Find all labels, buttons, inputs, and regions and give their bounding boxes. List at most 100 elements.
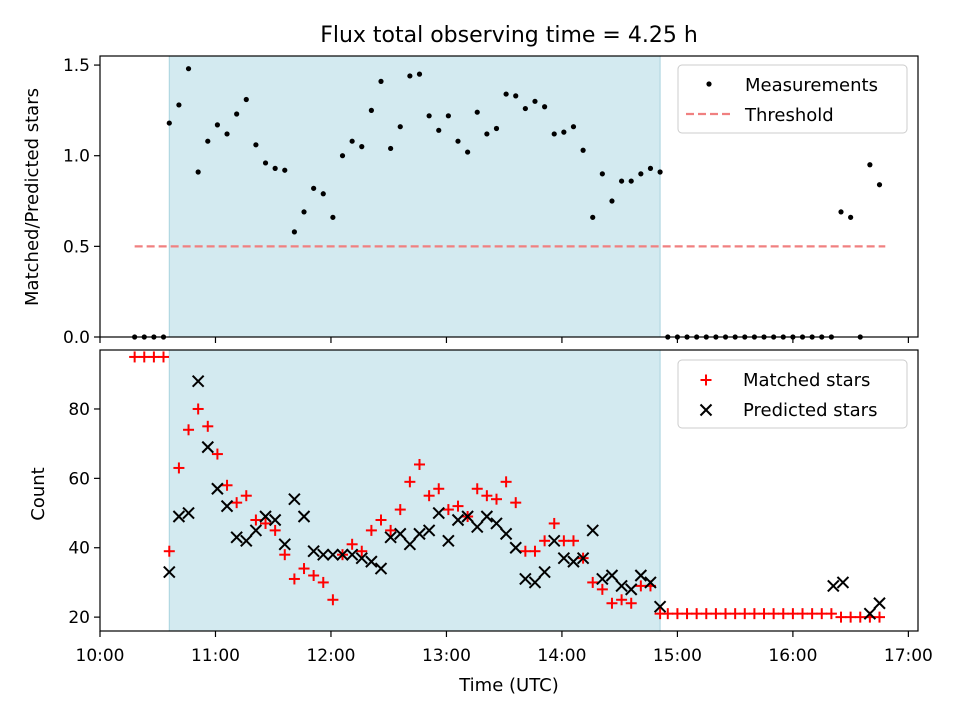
- x-tick-label: 10:00: [76, 646, 125, 666]
- measurement-point: [388, 145, 394, 152]
- measurement-point: [838, 209, 844, 215]
- predicted-star-point: [615, 579, 628, 593]
- matched-star-point: [529, 545, 541, 557]
- predicted-star-point: [827, 579, 840, 593]
- matched-star-point: [662, 608, 674, 620]
- top-legend: Measurements Threshold: [677, 64, 908, 134]
- top-plot-frame: [99, 55, 919, 338]
- matched-star-point: [471, 483, 483, 495]
- matched-star-point: [404, 476, 416, 488]
- matched-star-point: [567, 535, 579, 547]
- measurement-point: [638, 171, 644, 177]
- matched-star-point: [414, 458, 426, 470]
- predicted-star-point: [538, 565, 551, 579]
- predicted-star-point: [442, 534, 455, 548]
- matched-star-point: [729, 608, 741, 620]
- matched-star-point: [720, 608, 732, 620]
- bottom-y-tick-label: 20: [68, 608, 90, 628]
- predicted-star-point: [586, 524, 599, 537]
- matched-star-point: [423, 490, 435, 502]
- measurement-point: [359, 144, 365, 150]
- measurement-point: [301, 209, 307, 215]
- legend-matched-marker: [700, 374, 712, 386]
- measurement-point: [876, 182, 883, 188]
- measurement-point: [657, 169, 663, 175]
- matched-star-point: [671, 608, 683, 620]
- legend-matched-plus: [700, 374, 712, 386]
- legend-predicted-marker: [699, 403, 713, 417]
- predicted-star-point: [374, 562, 388, 575]
- predicted-star-point: [288, 492, 301, 506]
- measurement-point: [349, 138, 355, 144]
- predicted-star-point: [403, 538, 417, 551]
- predicted-star-point: [548, 534, 561, 548]
- measurement-point: [272, 165, 278, 171]
- predicted-star-point: [172, 510, 186, 523]
- measurement-point: [253, 142, 259, 148]
- legend-matched-label: Matched stars: [743, 370, 870, 391]
- predicted-star-point: [432, 506, 445, 520]
- measurement-point: [291, 229, 297, 235]
- top-panel: 0.0 0.5 1.0 1.5 Matched/Predicted stars Mea…: [22, 55, 919, 348]
- matched-star-point: [835, 611, 847, 623]
- matched-star-point: [317, 576, 329, 588]
- predicted-star-point: [480, 510, 494, 523]
- predicted-star-point: [307, 545, 320, 558]
- predicted-star-point: [509, 541, 522, 554]
- predicted-star-point: [422, 524, 436, 537]
- predicted-star-point: [490, 517, 503, 530]
- measurement-point: [848, 214, 854, 220]
- x-tick-label: 11:00: [191, 646, 240, 666]
- measurement-point: [205, 138, 211, 144]
- measurement-point: [474, 109, 480, 115]
- predicted-star-point: [451, 513, 465, 527]
- measurement-point: [214, 122, 221, 128]
- measurement-point: [330, 214, 336, 220]
- matched-star-point: [173, 462, 185, 474]
- matched-star-point: [777, 608, 789, 620]
- matched-star-point: [148, 351, 160, 363]
- measurement-point: [243, 96, 249, 103]
- matched-star-point: [748, 608, 760, 620]
- measurement-point: [195, 169, 201, 175]
- matched-star-point: [433, 483, 445, 495]
- predicted-star-point: [384, 531, 397, 544]
- measurement-point: [436, 127, 442, 133]
- predicted-star-point: [211, 482, 224, 495]
- measurement-point: [224, 131, 230, 137]
- matched-star-point: [365, 524, 377, 536]
- legend-predicted-x: [699, 403, 713, 417]
- measurement-point: [551, 131, 557, 137]
- predicted-star-point: [191, 375, 205, 388]
- matched-star-point: [816, 608, 828, 620]
- top-y-tick-label: 1.0: [63, 147, 90, 167]
- matched-star-point: [158, 351, 170, 363]
- predicted-star-point: [461, 510, 474, 523]
- predicted-star-point: [596, 572, 609, 586]
- measurement-point: [368, 107, 374, 113]
- matched-star-point: [797, 608, 809, 620]
- matched-star-point: [385, 524, 397, 536]
- measurement-point: [580, 147, 586, 153]
- measurement-point: [339, 153, 346, 159]
- predicted-star-point: [326, 548, 340, 561]
- predicted-star-point: [297, 510, 311, 523]
- matched-star-point: [510, 497, 522, 509]
- predicted-star-point: [365, 555, 378, 568]
- measurement-point: [176, 102, 182, 108]
- predicted-star-point: [249, 524, 263, 537]
- measurement-point: [185, 66, 192, 72]
- bottom-panel: 20 40 60 80 10:00 11:00 12:00 13:00 14:00 15:00 1…: [28, 349, 933, 696]
- measurement-point: [416, 71, 423, 77]
- matched-star-point: [192, 403, 204, 415]
- predicted-star-point: [653, 600, 667, 613]
- matched-star-point: [539, 535, 551, 547]
- predicted-star-point: [230, 531, 243, 544]
- x-tick-label: 16:00: [768, 646, 817, 666]
- matched-star-point: [500, 476, 512, 488]
- bottom-y-tick-label: 80: [68, 400, 90, 420]
- predicted-star-point: [576, 551, 590, 565]
- predicted-star-point: [557, 551, 571, 565]
- measurement-point: [445, 113, 451, 119]
- x-tick-label: 14:00: [537, 646, 586, 666]
